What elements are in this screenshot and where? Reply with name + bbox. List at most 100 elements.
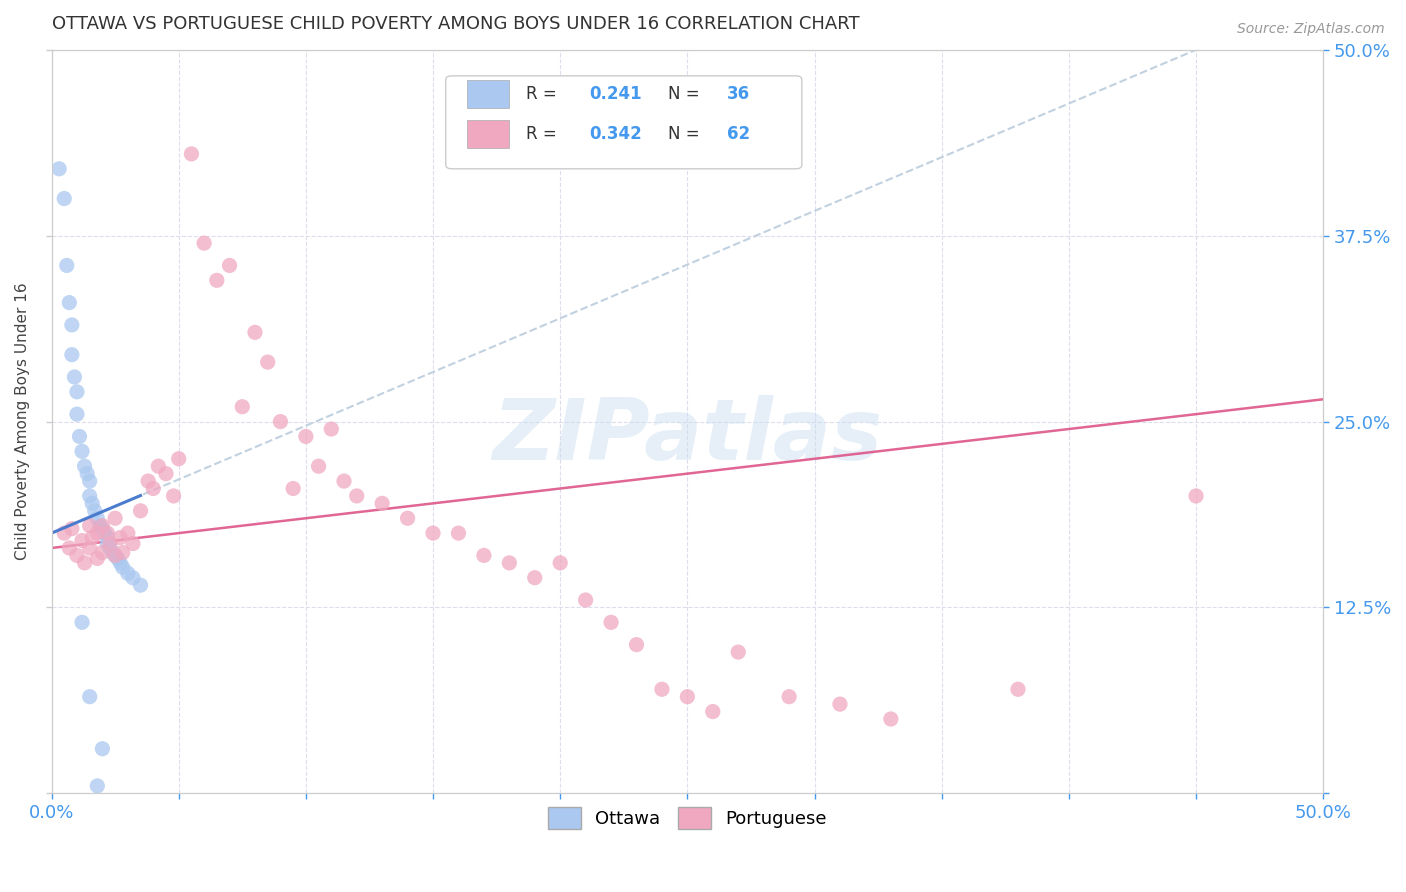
- Point: [269, 415, 291, 429]
- Point: [333, 474, 356, 488]
- Point: [122, 571, 145, 585]
- Point: [600, 615, 623, 630]
- Text: 36: 36: [727, 85, 749, 103]
- Y-axis label: Child Poverty Among Boys Under 16: Child Poverty Among Boys Under 16: [15, 283, 30, 560]
- FancyBboxPatch shape: [467, 120, 509, 148]
- Point: [94, 526, 117, 541]
- Point: [104, 549, 127, 563]
- Point: [651, 682, 673, 697]
- Text: R =: R =: [526, 85, 562, 103]
- Point: [79, 474, 101, 488]
- Point: [101, 545, 124, 559]
- Point: [295, 429, 318, 443]
- Point: [162, 489, 184, 503]
- Point: [136, 474, 159, 488]
- Point: [778, 690, 800, 704]
- Point: [69, 429, 91, 443]
- Point: [702, 705, 724, 719]
- Point: [98, 536, 121, 550]
- Point: [422, 526, 444, 541]
- Text: 0.342: 0.342: [589, 125, 643, 143]
- Point: [308, 459, 330, 474]
- Point: [96, 531, 118, 545]
- Point: [111, 545, 134, 559]
- Legend: Ottawa, Portuguese: Ottawa, Portuguese: [541, 800, 834, 837]
- Point: [498, 556, 520, 570]
- Point: [58, 295, 80, 310]
- Point: [70, 615, 93, 630]
- Text: Source: ZipAtlas.com: Source: ZipAtlas.com: [1237, 22, 1385, 37]
- Point: [472, 549, 495, 563]
- Point: [447, 526, 470, 541]
- Point: [129, 578, 152, 592]
- Point: [167, 451, 190, 466]
- Point: [79, 518, 101, 533]
- Point: [117, 526, 139, 541]
- Text: N =: N =: [668, 85, 706, 103]
- Point: [243, 326, 266, 340]
- Point: [142, 482, 165, 496]
- Point: [60, 522, 83, 536]
- Point: [86, 779, 108, 793]
- Point: [108, 556, 131, 570]
- Point: [1185, 489, 1208, 503]
- Text: N =: N =: [668, 125, 706, 143]
- Point: [86, 551, 108, 566]
- Point: [76, 467, 98, 481]
- Point: [346, 489, 368, 503]
- Point: [218, 259, 240, 273]
- Text: 62: 62: [727, 125, 749, 143]
- Point: [180, 147, 202, 161]
- Point: [82, 531, 104, 545]
- Point: [53, 192, 76, 206]
- Point: [96, 526, 118, 541]
- Point: [117, 566, 139, 581]
- Point: [79, 489, 101, 503]
- Point: [91, 518, 114, 533]
- Point: [155, 467, 177, 481]
- Point: [1007, 682, 1029, 697]
- Point: [880, 712, 903, 726]
- Point: [148, 459, 170, 474]
- Point: [676, 690, 699, 704]
- Point: [828, 697, 851, 711]
- Point: [205, 273, 228, 287]
- Point: [281, 482, 304, 496]
- Point: [89, 518, 111, 533]
- FancyBboxPatch shape: [467, 79, 509, 108]
- Point: [96, 536, 118, 550]
- Point: [66, 407, 89, 421]
- Point: [626, 638, 648, 652]
- Point: [193, 236, 215, 251]
- Point: [63, 370, 86, 384]
- Point: [66, 549, 89, 563]
- Point: [53, 526, 76, 541]
- Text: 0.241: 0.241: [589, 85, 643, 103]
- Point: [79, 690, 101, 704]
- Point: [111, 560, 134, 574]
- Point: [104, 511, 127, 525]
- Text: OTTAWA VS PORTUGUESE CHILD POVERTY AMONG BOYS UNDER 16 CORRELATION CHART: OTTAWA VS PORTUGUESE CHILD POVERTY AMONG…: [52, 15, 859, 33]
- Point: [104, 549, 127, 563]
- Point: [56, 259, 79, 273]
- Point: [86, 526, 108, 541]
- Point: [91, 545, 114, 559]
- Point: [79, 541, 101, 555]
- Point: [107, 551, 129, 566]
- Point: [256, 355, 278, 369]
- Point: [396, 511, 419, 525]
- Point: [73, 459, 96, 474]
- Text: R =: R =: [526, 125, 562, 143]
- Point: [108, 531, 131, 545]
- FancyBboxPatch shape: [446, 76, 801, 169]
- Point: [73, 556, 96, 570]
- Text: ZIPatlas: ZIPatlas: [492, 395, 883, 478]
- Point: [58, 541, 80, 555]
- Point: [48, 161, 70, 176]
- Point: [70, 444, 93, 458]
- Point: [231, 400, 253, 414]
- Point: [86, 511, 108, 525]
- Point: [727, 645, 749, 659]
- Point: [575, 593, 598, 607]
- Point: [98, 541, 121, 555]
